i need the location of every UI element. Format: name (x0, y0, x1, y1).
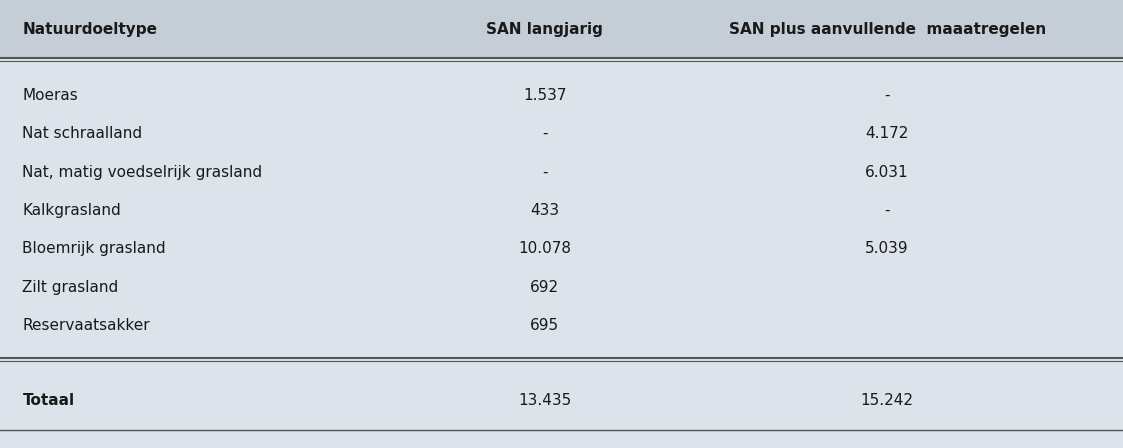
Text: 1.537: 1.537 (523, 88, 566, 103)
Text: Kalkgrasland: Kalkgrasland (22, 203, 121, 218)
Text: -: - (542, 126, 547, 141)
Text: Reservaatsakker: Reservaatsakker (22, 318, 150, 333)
Text: SAN plus aanvullende  maaatregelen: SAN plus aanvullende maaatregelen (729, 22, 1046, 37)
Text: 10.078: 10.078 (518, 241, 572, 256)
Text: -: - (885, 203, 889, 218)
Text: Bloemrijk grasland: Bloemrijk grasland (22, 241, 166, 256)
Text: Totaal: Totaal (22, 393, 74, 409)
Text: Natuurdoeltype: Natuurdoeltype (22, 22, 157, 37)
Text: -: - (542, 165, 547, 180)
Text: 6.031: 6.031 (866, 165, 909, 180)
Text: 695: 695 (530, 318, 559, 333)
Text: 433: 433 (530, 203, 559, 218)
Text: SAN langjarig: SAN langjarig (486, 22, 603, 37)
FancyBboxPatch shape (0, 0, 1123, 58)
Text: 692: 692 (530, 280, 559, 295)
Text: Nat schraalland: Nat schraalland (22, 126, 143, 141)
Text: Nat, matig voedselrijk grasland: Nat, matig voedselrijk grasland (22, 165, 263, 180)
Text: 13.435: 13.435 (518, 393, 572, 409)
Text: 5.039: 5.039 (866, 241, 909, 256)
Text: -: - (885, 88, 889, 103)
Text: Zilt grasland: Zilt grasland (22, 280, 119, 295)
Text: 15.242: 15.242 (860, 393, 914, 409)
Text: Moeras: Moeras (22, 88, 79, 103)
Text: 4.172: 4.172 (866, 126, 909, 141)
